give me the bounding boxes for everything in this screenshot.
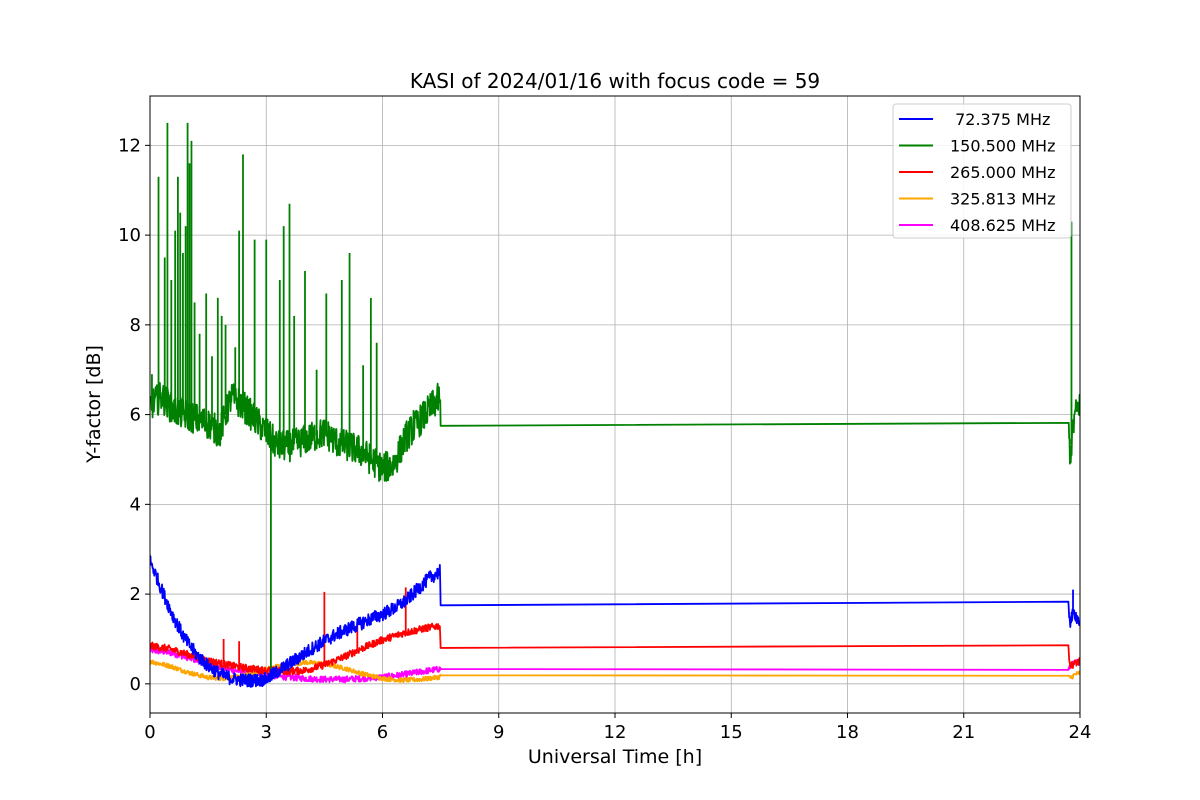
legend-box [892, 103, 1072, 239]
series-line [150, 555, 1080, 688]
y-axis-label: Y-factor [dB] [83, 345, 105, 464]
series-group [150, 122, 1080, 688]
legend: 72.375 MHz 150.500 MHz 265.000 MHz 325.813 … [892, 103, 1072, 239]
series-line [150, 659, 1080, 684]
x-tick-label: 3 [261, 722, 272, 743]
x-tick-label: 21 [952, 722, 975, 743]
x-tick-label: 24 [1069, 722, 1092, 743]
x-tick-label: 12 [604, 722, 627, 743]
legend-label: 408.625 MHz [950, 216, 1055, 235]
legend-label: 72.375 MHz [950, 110, 1050, 129]
y-tick-label: 2 [130, 584, 141, 605]
series-line [150, 382, 1080, 482]
y-tick-label: 10 [118, 225, 141, 246]
y-tick-label: 4 [130, 494, 141, 515]
x-axis-label: Universal Time [h] [528, 746, 702, 768]
y-tick-label: 12 [118, 135, 141, 156]
x-tick-label: 18 [836, 722, 859, 743]
chart-title: KASI of 2024/01/16 with focus code = 59 [410, 69, 820, 93]
y-tick-label: 8 [130, 315, 141, 336]
legend-label: 150.500 MHz [950, 137, 1055, 156]
y-tick-label: 0 [130, 674, 141, 695]
legend-label: 325.813 MHz [950, 190, 1055, 209]
y-tick-label: 6 [130, 405, 141, 426]
legend-label: 265.000 MHz [950, 163, 1055, 182]
x-tick-label: 0 [144, 722, 155, 743]
x-tick-label: 15 [720, 722, 743, 743]
x-tick-label: 6 [377, 722, 388, 743]
x-tick-label: 9 [493, 722, 504, 743]
